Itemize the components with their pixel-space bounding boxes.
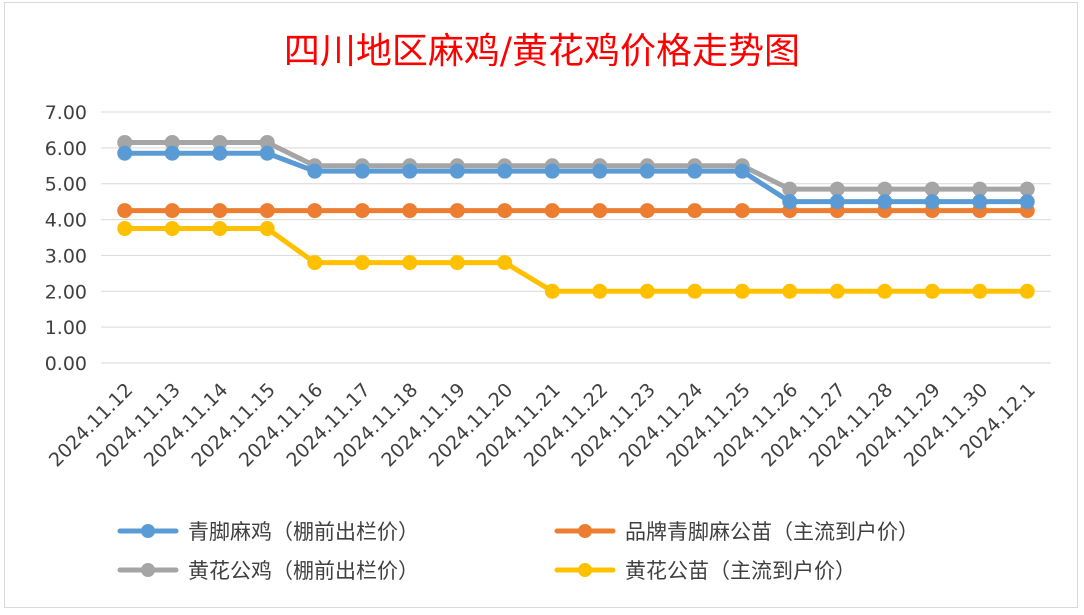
data-point	[354, 255, 370, 271]
data-point	[212, 221, 228, 237]
data-point	[734, 163, 750, 179]
data-point	[497, 163, 513, 179]
data-point	[212, 145, 228, 161]
data-point	[877, 283, 893, 299]
data-point	[354, 203, 370, 219]
legend-item: 品牌青脚麻公苗（主流到户价）	[554, 520, 919, 544]
data-point	[449, 255, 465, 271]
series-line	[122, 150, 1030, 205]
data-point	[402, 255, 418, 271]
series-lines	[117, 134, 1035, 299]
data-point	[592, 283, 608, 299]
gridlines	[101, 111, 1051, 364]
series-line	[122, 139, 1030, 192]
data-point	[1019, 194, 1035, 210]
data-point	[449, 203, 465, 219]
data-point	[497, 255, 513, 271]
data-point	[544, 203, 560, 219]
line-chart: 四川地区麻鸡/黄花鸡价格走势图 0.00 1.00 2.00 3.00 4.00 5.00…	[45, 31, 1051, 583]
data-point	[307, 255, 323, 271]
legend-item: 青脚麻鸡（棚前出栏价）	[117, 520, 419, 544]
data-point	[259, 221, 275, 237]
legend-label: 黄花公苗（主流到户价）	[625, 559, 856, 583]
data-point	[164, 221, 180, 237]
series-line	[122, 226, 1030, 294]
series-group	[117, 134, 1035, 197]
x-axis-tick-labels: 2024.11.122024.11.132024.11.142024.11.15…	[45, 379, 1040, 471]
data-point	[687, 163, 703, 179]
legend-item: 黄花公鸡（棚前出栏价）	[117, 559, 419, 583]
chart-frame: 四川地区麻鸡/黄花鸡价格走势图 0.00 1.00 2.00 3.00 4.00 5.00…	[4, 2, 1078, 608]
legend: 青脚麻鸡（棚前出栏价） 品牌青脚麻公苗（主流到户价） 黄花公鸡（棚前出栏价） 黄花公苗…	[117, 520, 919, 583]
series-group	[117, 145, 1035, 210]
data-point	[117, 203, 133, 219]
data-point	[544, 163, 560, 179]
data-point	[782, 283, 798, 299]
data-point	[829, 194, 845, 210]
data-point	[829, 283, 845, 299]
data-point	[734, 283, 750, 299]
data-point	[687, 283, 703, 299]
data-point	[829, 181, 845, 197]
data-point	[259, 203, 275, 219]
data-point	[259, 145, 275, 161]
y-tick-label: 7.00	[45, 102, 87, 124]
data-point	[687, 203, 703, 219]
data-point	[164, 145, 180, 161]
data-point	[734, 203, 750, 219]
legend-swatch-marker	[141, 524, 155, 538]
data-point	[307, 203, 323, 219]
legend-swatch-marker	[578, 563, 592, 577]
data-point	[307, 163, 323, 179]
data-point	[924, 181, 940, 197]
data-point	[877, 181, 893, 197]
data-point	[1019, 181, 1035, 197]
data-point	[782, 194, 798, 210]
data-point	[639, 283, 655, 299]
data-point	[544, 283, 560, 299]
y-tick-label: 4.00	[45, 210, 87, 232]
data-point	[639, 163, 655, 179]
legend-item: 黄花公苗（主流到户价）	[554, 559, 856, 583]
series-group	[117, 203, 1035, 219]
legend-label: 黄花公鸡（棚前出栏价）	[188, 559, 419, 583]
data-point	[924, 283, 940, 299]
series-group	[117, 221, 1035, 299]
data-point	[972, 283, 988, 299]
data-point	[924, 194, 940, 210]
chart-title: 四川地区麻鸡/黄花鸡价格走势图	[284, 31, 800, 72]
data-point	[972, 194, 988, 210]
legend-label: 品牌青脚麻公苗（主流到户价）	[625, 520, 919, 544]
legend-swatch-marker	[141, 563, 155, 577]
data-point	[497, 203, 513, 219]
data-point	[639, 203, 655, 219]
y-tick-label: 3.00	[45, 245, 87, 267]
y-axis-tick-labels: 0.00 1.00 2.00 3.00 4.00 5.00 6.00 7.00	[45, 102, 87, 375]
data-point	[117, 145, 133, 161]
y-tick-label: 5.00	[45, 174, 87, 196]
legend-label: 青脚麻鸡（棚前出栏价）	[188, 520, 419, 544]
y-tick-label: 2.00	[45, 281, 87, 303]
data-point	[592, 203, 608, 219]
data-point	[117, 221, 133, 237]
data-point	[212, 203, 228, 219]
data-point	[1019, 283, 1035, 299]
data-point	[449, 163, 465, 179]
y-tick-label: 1.00	[45, 317, 87, 339]
y-tick-label: 0.00	[45, 353, 87, 375]
data-point	[402, 163, 418, 179]
y-tick-label: 6.00	[45, 138, 87, 160]
data-point	[877, 194, 893, 210]
data-point	[164, 203, 180, 219]
data-point	[354, 163, 370, 179]
data-point	[592, 163, 608, 179]
data-point	[782, 181, 798, 197]
legend-swatch-marker	[578, 524, 592, 538]
data-point	[972, 181, 988, 197]
data-point	[402, 203, 418, 219]
